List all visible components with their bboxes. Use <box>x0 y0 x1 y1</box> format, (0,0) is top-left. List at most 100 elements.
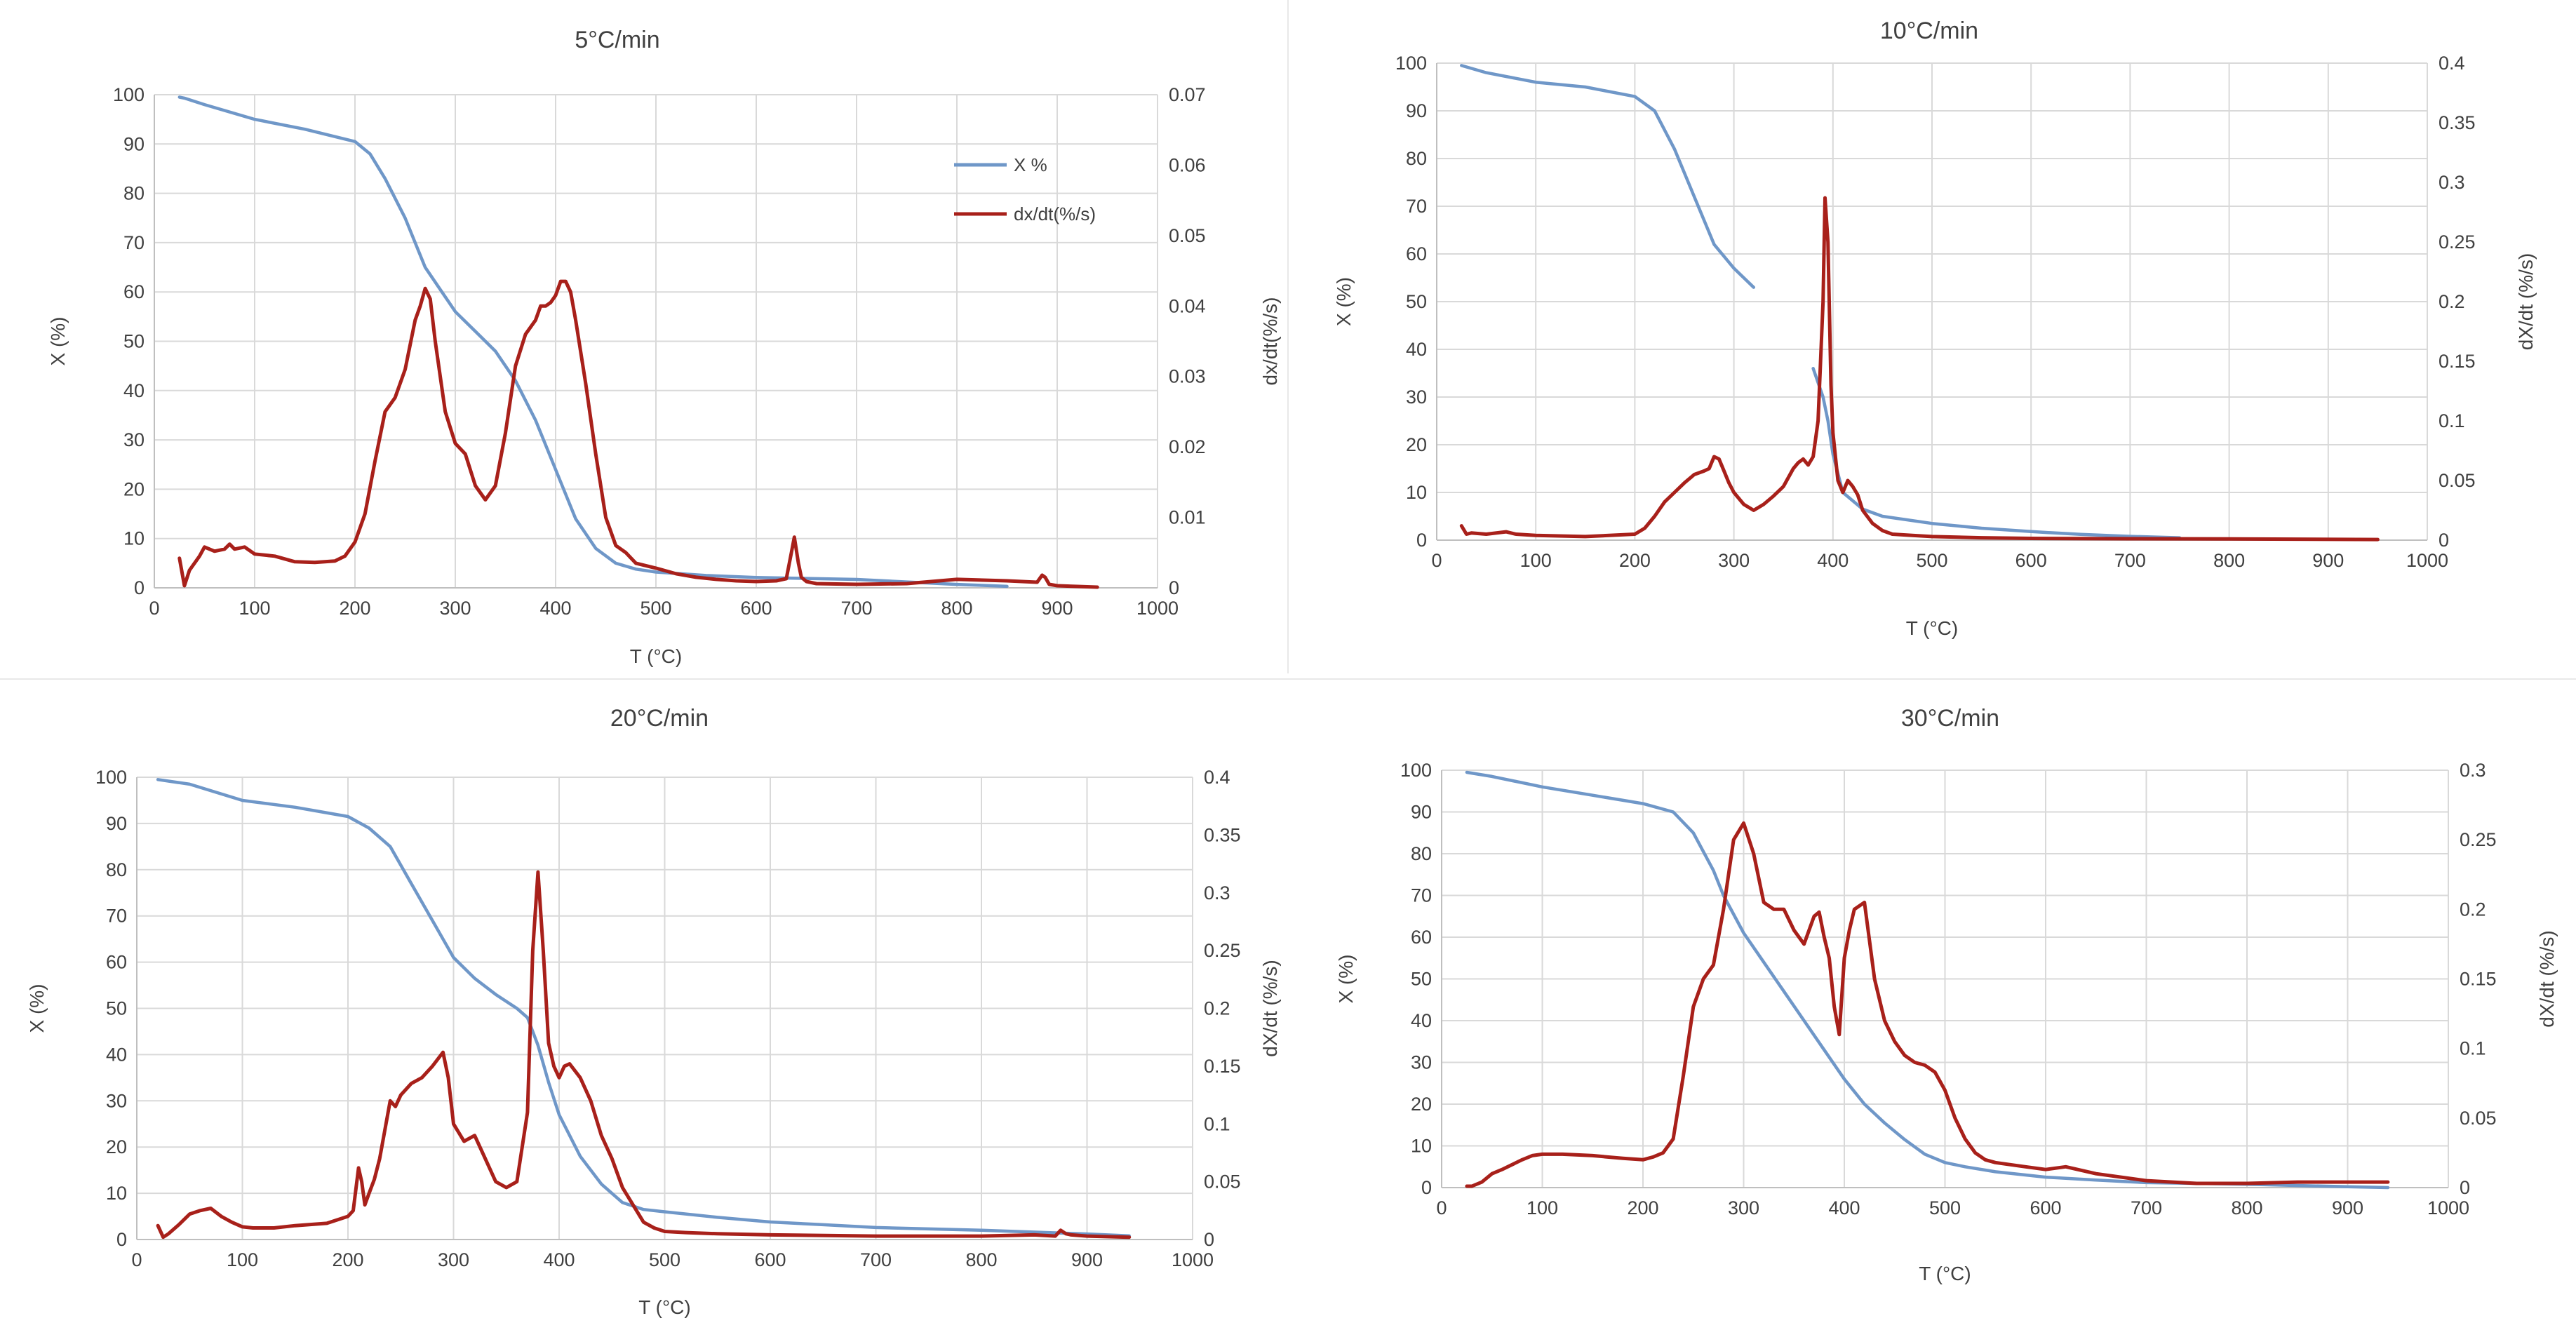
x-tick-label: 800 <box>2231 1197 2262 1218</box>
x-tick-label: 200 <box>1619 550 1651 571</box>
y-tick-label: 30 <box>106 1090 127 1111</box>
x-tick-label: 0 <box>1436 1197 1447 1218</box>
x-tick-label: 600 <box>754 1249 786 1270</box>
x-tick-label: 600 <box>2015 550 2047 571</box>
y2-tick-label: 0.25 <box>2460 829 2497 850</box>
chart-10c-per-min: 0 100 200 300 400 500 600 700 800 900 100001020304… <box>1333 18 2537 639</box>
series-line-x-percent <box>156 778 1131 1237</box>
y2-axis-label: dX/dt (%/s) <box>2536 930 2558 1027</box>
y-tick-label: 100 <box>113 84 145 105</box>
x-tick-label: 100 <box>1520 550 1552 571</box>
y-tick-label: 90 <box>106 813 127 834</box>
x-tick-label: 100 <box>227 1249 258 1270</box>
legend-label: dx/dt(%/s) <box>1014 203 1096 224</box>
y-tick-label: 0 <box>116 1229 127 1250</box>
y-tick-label: 80 <box>123 183 145 204</box>
y-tick-label: 100 <box>1395 53 1427 74</box>
y2-tick-label: 0.1 <box>1204 1113 1230 1134</box>
y2-tick-label: 0.3 <box>2460 760 2486 781</box>
y2-tick-label: 0.4 <box>2439 53 2465 74</box>
y2-tick-label: 0.2 <box>2439 291 2465 312</box>
y2-tick-label: 0.2 <box>2460 899 2486 920</box>
y2-tick-label: 0.05 <box>1169 225 1206 246</box>
y-tick-label: 90 <box>1411 802 1432 823</box>
y-tick-label: 20 <box>106 1136 127 1157</box>
x-tick-label: 200 <box>332 1249 363 1270</box>
x-tick-label: 400 <box>543 1249 575 1270</box>
chart-title: 10°C/min <box>1880 18 1978 44</box>
y-tick-label: 90 <box>123 133 145 154</box>
y2-tick-label: 0.01 <box>1169 507 1206 528</box>
y-tick-label: 40 <box>123 380 145 401</box>
y2-tick-label: 0.06 <box>1169 154 1206 175</box>
x-tick-label: 0 <box>131 1249 142 1270</box>
x-tick-label: 300 <box>438 1249 469 1270</box>
y-tick-label: 40 <box>106 1044 127 1065</box>
x-tick-label: 900 <box>2332 1197 2363 1218</box>
y-tick-label: 20 <box>1406 434 1427 455</box>
y-tick-label: 50 <box>1406 291 1427 312</box>
chart-5c-per-min: 0 100 200 300 400 500 600 700 800 900 100001020304… <box>47 27 1281 667</box>
y-tick-label: 50 <box>1411 969 1432 990</box>
y2-tick-label: 0.05 <box>1204 1171 1241 1193</box>
x-tick-label: 100 <box>1527 1197 1558 1218</box>
y-tick-label: 80 <box>1406 148 1427 169</box>
y-axis-label: X (%) <box>1335 955 1357 1004</box>
y-tick-label: 20 <box>123 478 145 499</box>
y2-tick-label: 0.05 <box>2460 1108 2497 1129</box>
y2-tick-label: 0.35 <box>2439 112 2476 133</box>
y-tick-label: 10 <box>106 1183 127 1204</box>
y2-tick-label: 0.02 <box>1169 436 1206 457</box>
x-tick-label: 500 <box>1929 1197 1961 1218</box>
x-tick-label: 700 <box>2114 550 2146 571</box>
x-tick-label: 800 <box>941 598 972 619</box>
x-tick-label: 1000 <box>1136 598 1179 619</box>
y-tick-label: 30 <box>1406 387 1427 408</box>
x-tick-label: 600 <box>2030 1197 2061 1218</box>
y-tick-label: 30 <box>123 429 145 450</box>
y2-tick-label: 0.1 <box>2439 410 2465 431</box>
y2-tick-label: 0.15 <box>1204 1056 1241 1077</box>
chart-30c-per-min: 0 100 200 300 400 500 600 700 800 900 100001020304… <box>1335 705 2558 1284</box>
y2-tick-label: 0.07 <box>1169 84 1206 105</box>
x-tick-label: 1000 <box>1172 1249 1214 1270</box>
legend-label: X % <box>1014 154 1047 175</box>
series-line-x-percent <box>1465 770 2390 1190</box>
y2-tick-label: 0 <box>1169 577 1179 598</box>
y-tick-label: 40 <box>1406 339 1427 360</box>
x-tick-label: 900 <box>1041 598 1073 619</box>
x-axis-label: T (°C) <box>638 1296 690 1318</box>
y-tick-label: 50 <box>123 331 145 352</box>
y2-axis-label: dx/dt(%/s) <box>1259 297 1281 385</box>
y-tick-label: 50 <box>106 998 127 1019</box>
y2-axis-label: dX/dt (%/s) <box>2515 253 2537 350</box>
y2-tick-label: 0 <box>1204 1229 1214 1250</box>
y-tick-label: 60 <box>1406 243 1427 264</box>
x-axis-label: T (°C) <box>630 645 682 667</box>
x-tick-label: 400 <box>1828 1197 1860 1218</box>
x-tick-label: 200 <box>1627 1197 1658 1218</box>
x-tick-label: 600 <box>740 598 772 619</box>
x-tick-label: 1000 <box>2406 550 2448 571</box>
y-tick-label: 60 <box>106 952 127 973</box>
y2-tick-label: 0.2 <box>1204 998 1230 1019</box>
y-tick-label: 10 <box>1411 1136 1432 1157</box>
x-axis-label: T (°C) <box>1906 617 1958 639</box>
y2-tick-label: 0.04 <box>1169 295 1206 316</box>
y-tick-label: 10 <box>123 528 145 549</box>
y-tick-label: 0 <box>1416 530 1427 551</box>
y2-tick-label: 0.03 <box>1169 366 1206 387</box>
y-tick-label: 100 <box>1400 760 1432 781</box>
x-tick-label: 1000 <box>2427 1197 2469 1218</box>
y-tick-label: 70 <box>1411 885 1432 906</box>
x-tick-label: 300 <box>1728 1197 1759 1218</box>
y-tick-label: 80 <box>1411 843 1432 864</box>
y-tick-label: 10 <box>1406 482 1427 503</box>
x-tick-label: 400 <box>539 598 571 619</box>
legend: X % dx/dt(%/s) <box>954 154 1096 224</box>
y2-tick-label: 0.3 <box>2439 172 2465 193</box>
y-axis-label: X (%) <box>26 984 48 1033</box>
y2-tick-label: 0.35 <box>1204 824 1241 845</box>
y-tick-label: 40 <box>1411 1010 1432 1031</box>
